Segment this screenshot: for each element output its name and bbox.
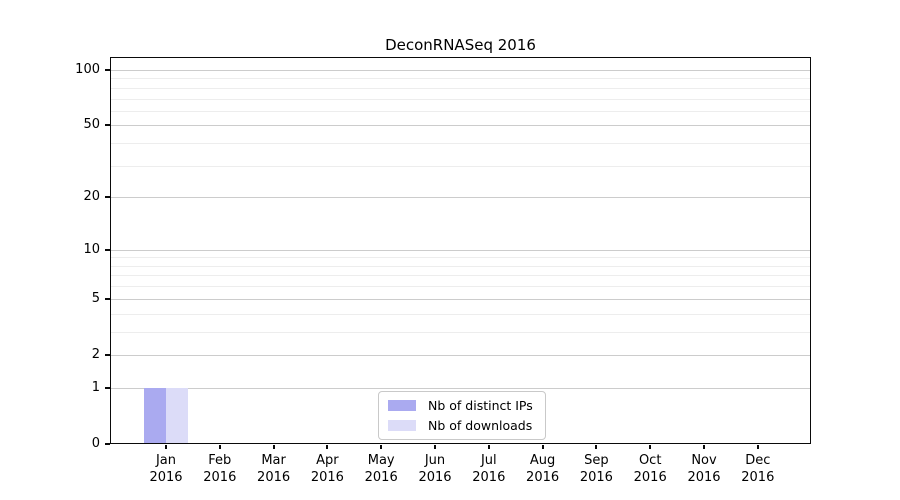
x-tick-label: Nov 2016 (687, 453, 721, 485)
minor-gridline (111, 110, 810, 112)
y-tick-label: 10 (83, 241, 100, 257)
x-axis-tick (326, 445, 329, 449)
minor-gridline (111, 98, 810, 100)
x-tick-label: May 2016 (364, 453, 398, 485)
bar-downloads (166, 387, 188, 443)
y-tick-label: 100 (75, 62, 100, 77)
x-axis-tick (272, 445, 275, 449)
x-axis-tick (434, 445, 436, 449)
y-axis-tick (105, 124, 110, 127)
legend-swatch-icon (388, 420, 416, 431)
bar-distinct-ips (144, 387, 166, 443)
x-tick-label: Apr 2016 (310, 453, 344, 485)
y-tick-label: 50 (83, 117, 100, 133)
major-gridline (111, 298, 810, 300)
x-axis-tick (218, 445, 221, 449)
minor-gridline (111, 87, 810, 89)
y-axis-tick (105, 196, 110, 199)
minor-gridline (111, 265, 810, 267)
x-axis-tick (165, 445, 167, 449)
y-axis-tick (105, 353, 110, 356)
minor-gridline (111, 165, 810, 167)
legend-entry: Nb of distinct IPs (388, 398, 533, 413)
major-gridline (111, 354, 810, 356)
major-gridline (111, 197, 810, 199)
chart-title: DeconRNASeq 2016 (385, 36, 536, 54)
legend-entry: Nb of downloads (388, 418, 533, 433)
x-tick-label: Feb 2016 (203, 453, 237, 485)
x-axis-tick (487, 445, 490, 449)
y-axis-tick (105, 69, 110, 71)
y-tick-label: 1 (91, 379, 100, 395)
minor-gridline (111, 275, 810, 277)
x-tick-label: Mar 2016 (257, 453, 291, 485)
legend-label: Nb of downloads (428, 418, 533, 433)
x-axis-tick (595, 445, 598, 449)
x-axis-tick (649, 445, 652, 449)
major-gridline (111, 387, 810, 389)
minor-gridline (111, 143, 810, 145)
minor-gridline (111, 313, 810, 315)
x-axis-tick (703, 445, 705, 449)
x-tick-label: Jul 2016 (472, 453, 506, 485)
y-axis-tick (105, 443, 110, 445)
legend: Nb of distinct IPs Nb of downloads (378, 391, 546, 440)
x-tick-label: Sep 2016 (579, 453, 613, 485)
x-tick-label: Dec 2016 (741, 453, 775, 485)
minor-gridline (111, 286, 810, 288)
major-gridline (111, 70, 810, 71)
x-axis-tick (756, 445, 759, 449)
y-tick-label: 2 (91, 346, 100, 362)
y-axis-tick (105, 248, 110, 251)
y-tick-label: 0 (91, 436, 100, 451)
legend-swatch-icon (388, 400, 416, 411)
y-tick-label: 20 (83, 189, 100, 205)
major-gridline (111, 125, 810, 127)
y-axis-tick (105, 297, 110, 300)
x-tick-label: Aug 2016 (526, 453, 560, 485)
x-axis-tick (541, 445, 544, 449)
y-axis-tick (105, 386, 110, 389)
x-tick-label: Oct 2016 (633, 453, 667, 485)
minor-gridline (111, 331, 810, 333)
minor-gridline (111, 257, 810, 259)
legend-label: Nb of distinct IPs (428, 398, 533, 413)
x-axis-tick (380, 445, 383, 449)
x-tick-label: Jan 2016 (149, 453, 183, 485)
minor-gridline (111, 78, 810, 80)
major-gridline (111, 249, 810, 251)
x-tick-label: Jun 2016 (418, 453, 452, 485)
y-tick-label: 5 (91, 290, 100, 306)
